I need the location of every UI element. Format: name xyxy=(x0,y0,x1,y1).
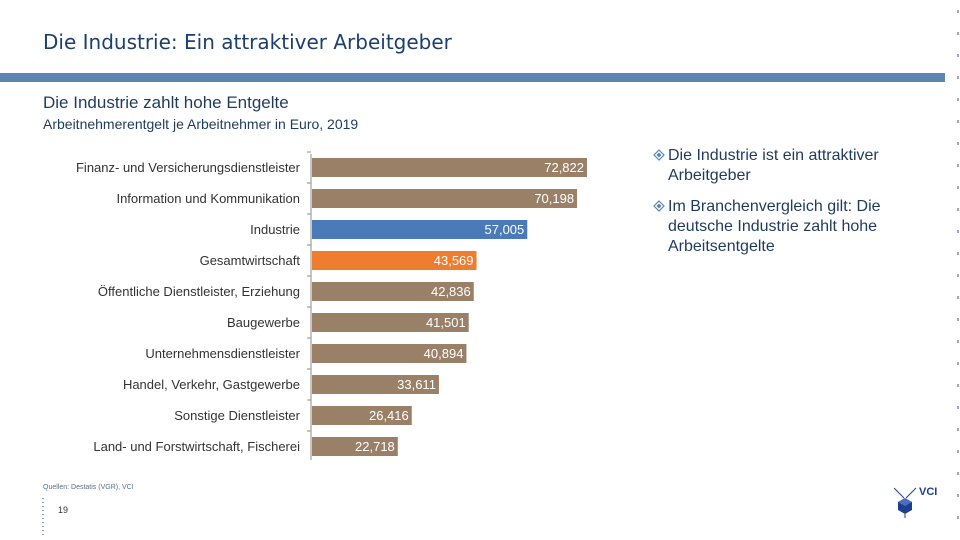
category-label: Land- und Forstwirtschaft, Fischerei xyxy=(93,439,300,454)
bar xyxy=(312,189,578,208)
value-label: 70,198 xyxy=(534,191,574,206)
category-label: Handel, Verkehr, Gastgewerbe xyxy=(123,377,300,392)
chart-unit-label: Arbeitnehmerentgelt je Arbeitnehmer in E… xyxy=(43,116,359,132)
bar xyxy=(312,313,469,332)
bullet-list: Die Industrie ist ein attraktiver Arbeit… xyxy=(650,146,940,268)
page-tick-marks xyxy=(42,498,44,538)
bullet-item: Die Industrie ist ein attraktiver Arbeit… xyxy=(650,146,940,186)
value-label: 57,005 xyxy=(485,222,525,237)
slide-title: Die Industrie: Ein attraktiver Arbeitgeb… xyxy=(43,30,452,54)
category-label: Gesamtwirtschaft xyxy=(200,253,301,268)
bar xyxy=(312,375,439,394)
category-label: Industrie xyxy=(250,222,300,237)
bullet-item: Im Branchenvergleich gilt: Die deutsche … xyxy=(650,197,940,257)
source-note: Quellen: Destatis (VGR), VCI xyxy=(43,484,134,491)
bar xyxy=(312,344,467,363)
category-label: Unternehmensdienstleister xyxy=(145,346,300,361)
value-label: 43,569 xyxy=(434,253,474,268)
bar xyxy=(312,251,477,270)
right-edge-tick-marks xyxy=(957,10,959,530)
value-label: 72,822 xyxy=(544,160,584,175)
value-label: 22,718 xyxy=(355,439,395,454)
bar xyxy=(312,437,398,456)
value-label: 40,894 xyxy=(424,346,464,361)
category-label: Information und Kommunikation xyxy=(116,191,300,206)
bar xyxy=(312,282,474,301)
diamond-bullet-icon xyxy=(653,200,665,212)
value-label: 26,416 xyxy=(369,408,409,423)
bullet-text: Die Industrie ist ein attraktiver Arbeit… xyxy=(668,147,879,184)
value-label: 33,611 xyxy=(397,377,436,392)
value-label: 42,836 xyxy=(431,284,471,299)
category-label: Finanz- und Versicherungsdienstleister xyxy=(76,160,301,175)
vci-logo-icon xyxy=(893,487,917,518)
page-number: 19 xyxy=(58,505,69,515)
diamond-bullet-icon xyxy=(653,149,665,161)
category-label: Sonstige Dienstleister xyxy=(174,408,300,423)
bar xyxy=(312,406,412,425)
category-label: Baugewerbe xyxy=(227,315,300,330)
value-label: 41,501 xyxy=(426,315,466,330)
bullet-text: Im Branchenvergleich gilt: Die deutsche … xyxy=(668,198,881,255)
logo-text: VCI xyxy=(919,486,938,498)
category-label: Öffentliche Dienstleister, Erziehung xyxy=(98,284,300,299)
bar xyxy=(312,158,587,177)
title-divider-bar xyxy=(0,73,945,82)
chart-subtitle: Die Industrie zahlt hohe Entgelte xyxy=(43,93,289,112)
bar xyxy=(312,220,528,239)
